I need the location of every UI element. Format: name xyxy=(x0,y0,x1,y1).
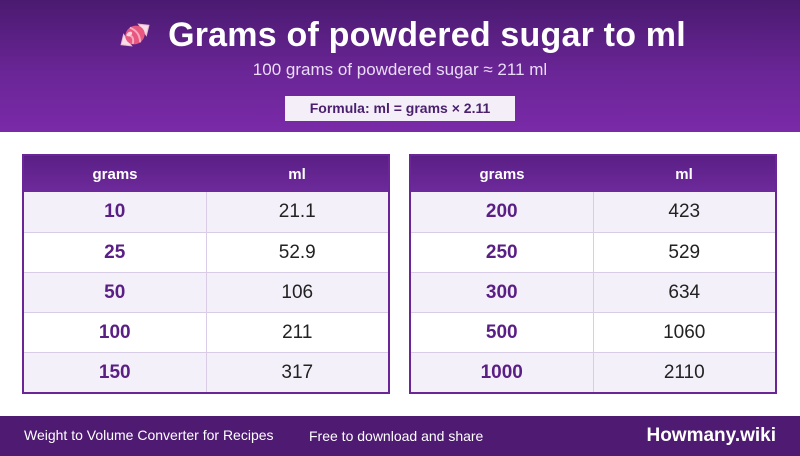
column-header-grams: grams xyxy=(479,165,525,183)
grams-cell: 250 xyxy=(411,233,594,272)
grams-cell: 50 xyxy=(24,273,207,312)
conversion-table-right: grams ml 200 423 250 529 300 634 500 106… xyxy=(409,154,777,394)
grams-cell: 25 xyxy=(24,233,207,272)
ml-cell: 1060 xyxy=(663,321,706,343)
candy-icon xyxy=(114,14,156,56)
table-row: 1000 2110 xyxy=(411,352,775,392)
title-row: Grams of powdered sugar to ml xyxy=(0,12,800,58)
brand-logo-text[interactable]: Howmany.wiki xyxy=(646,425,776,446)
table-row: 200 423 xyxy=(411,192,775,232)
grams-cell: 500 xyxy=(411,313,594,352)
page-title: Grams of powdered sugar to ml xyxy=(168,15,686,54)
grams-cell: 200 xyxy=(411,192,594,232)
grams-cell: 150 xyxy=(24,353,207,392)
footer-bar: Weight to Volume Converter for Recipes F… xyxy=(0,416,800,456)
column-header-ml: ml xyxy=(675,165,693,183)
table-row: 250 529 xyxy=(411,232,775,272)
grams-cell: 300 xyxy=(411,273,594,312)
table-row: 500 1060 xyxy=(411,312,775,352)
ml-cell: 21.1 xyxy=(278,201,316,222)
ml-cell: 2110 xyxy=(663,361,705,383)
table-row: 10 21.1 xyxy=(24,192,388,232)
header-banner: Grams of powdered sugar to ml 100 grams … xyxy=(0,0,800,132)
table-row: 100 211 xyxy=(24,312,388,352)
column-header-grams: grams xyxy=(92,165,138,183)
ml-cell: 317 xyxy=(281,361,314,383)
table-header: grams ml xyxy=(411,156,775,192)
column-header-ml: ml xyxy=(288,165,306,183)
grams-cell: 10 xyxy=(24,192,207,232)
table-header: grams ml xyxy=(24,156,388,192)
formula-badge: Formula: ml = grams × 2.11 xyxy=(285,96,515,121)
footer-free-text: Free to download and share xyxy=(309,428,484,444)
ml-cell: 52.9 xyxy=(278,241,316,263)
subtitle: 100 grams of powdered sugar ≈ 211 ml xyxy=(252,60,548,79)
grams-cell: 1000 xyxy=(411,353,594,392)
table-row: 50 106 xyxy=(24,272,388,312)
ml-cell: 423 xyxy=(668,201,701,222)
table-row: 25 52.9 xyxy=(24,232,388,272)
ml-cell: 106 xyxy=(281,281,314,303)
conversion-table-left: grams ml 10 21.1 25 52.9 50 106 100 211 … xyxy=(22,154,390,394)
ml-cell: 211 xyxy=(282,321,313,343)
table-row: 150 317 xyxy=(24,352,388,392)
ml-cell: 634 xyxy=(668,281,701,303)
ml-cell: 529 xyxy=(668,241,701,263)
footer-description: Weight to Volume Converter for Recipes xyxy=(24,427,274,443)
table-row: 300 634 xyxy=(411,272,775,312)
grams-cell: 100 xyxy=(24,313,207,352)
